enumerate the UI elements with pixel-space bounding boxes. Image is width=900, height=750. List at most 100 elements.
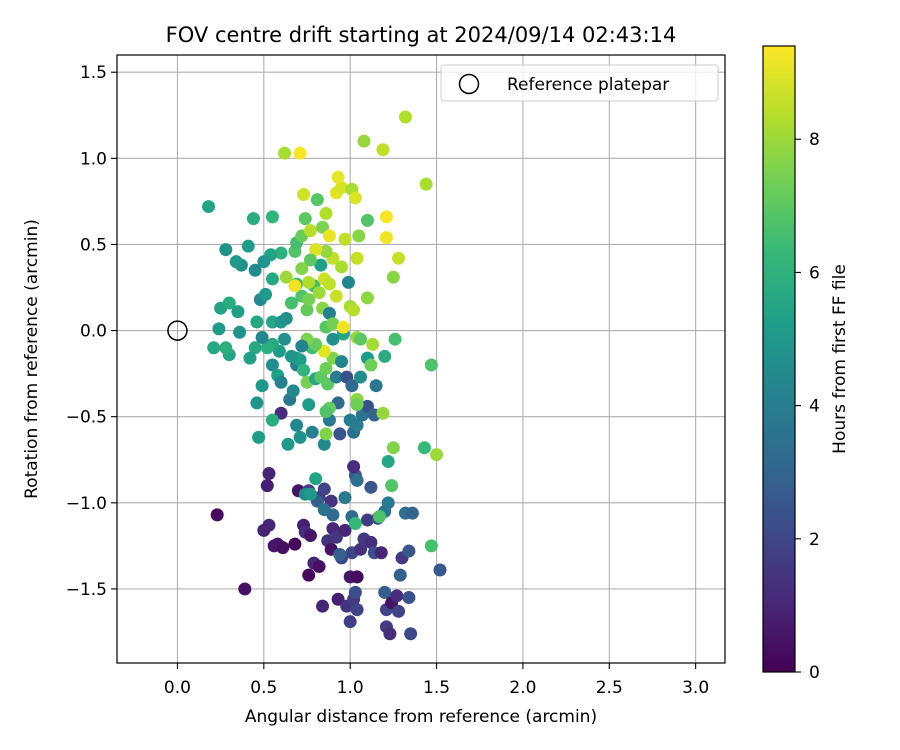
data-point <box>424 358 438 372</box>
data-point <box>310 193 324 207</box>
y-tick-label: −1.0 <box>66 494 107 514</box>
data-point <box>357 134 371 148</box>
data-point <box>305 425 319 439</box>
data-point <box>297 363 311 377</box>
data-point <box>402 591 416 605</box>
data-point <box>364 535 378 549</box>
data-point <box>336 320 350 334</box>
data-point <box>279 270 293 284</box>
data-point <box>348 516 362 530</box>
data-point <box>335 355 349 369</box>
data-point <box>219 341 233 355</box>
data-point <box>317 482 331 496</box>
data-point <box>378 349 392 363</box>
data-point <box>302 275 316 289</box>
data-point <box>262 467 276 481</box>
x-tick-label: 0.5 <box>250 678 277 698</box>
data-point <box>374 546 388 560</box>
colorbar: 0 2 4 6 8 Hours from first FF file <box>762 45 850 683</box>
data-point <box>379 210 393 224</box>
data-point <box>326 332 340 346</box>
chart-title: FOV centre drift starting at 2024/09/14 … <box>166 23 677 47</box>
data-point <box>322 306 336 320</box>
data-point <box>319 405 333 419</box>
data-point <box>316 599 330 613</box>
colorbar-tick-label: 2 <box>809 530 820 550</box>
data-point <box>288 537 302 551</box>
data-point <box>341 275 355 289</box>
data-point <box>331 170 345 184</box>
x-axis-ticks: 0.0 0.5 1.0 1.5 2.0 2.5 3.0 <box>164 663 709 698</box>
legend-label-reference: Reference platepar <box>507 75 669 95</box>
data-point <box>317 437 331 451</box>
data-point <box>348 191 362 205</box>
data-point <box>207 341 221 355</box>
data-point <box>279 312 293 326</box>
data-point <box>350 570 364 584</box>
data-point <box>250 315 264 329</box>
data-point <box>250 396 264 410</box>
colorbar-ticks: 0 2 4 6 8 <box>795 130 820 683</box>
data-point <box>219 243 233 257</box>
data-point <box>317 344 331 358</box>
data-point <box>319 206 333 220</box>
data-point <box>284 296 298 310</box>
data-point <box>274 246 288 260</box>
data-point <box>297 188 311 202</box>
data-point <box>238 582 252 596</box>
colorbar-tick-label: 0 <box>809 663 820 683</box>
data-point <box>350 603 364 617</box>
data-point <box>354 332 368 346</box>
data-point <box>288 279 302 293</box>
data-point <box>248 341 262 355</box>
data-point <box>347 303 361 317</box>
data-point <box>388 332 402 346</box>
data-point <box>386 270 400 284</box>
x-tick-label: 2.5 <box>596 678 623 698</box>
y-tick-label: −0.5 <box>66 408 107 428</box>
data-point <box>278 332 292 346</box>
data-point <box>329 289 343 303</box>
x-tick-label: 0.0 <box>164 678 191 698</box>
y-tick-label: 0.0 <box>80 322 107 342</box>
data-point <box>430 448 444 462</box>
data-point <box>246 212 260 226</box>
plot-area-frame <box>116 54 726 664</box>
data-point <box>260 479 274 493</box>
data-point <box>300 303 314 317</box>
data-point <box>386 441 400 455</box>
data-point <box>303 487 317 501</box>
data-point <box>392 251 406 265</box>
data-point <box>302 293 316 307</box>
data-point <box>278 146 292 160</box>
data-point <box>350 473 364 487</box>
data-point <box>229 255 243 269</box>
data-point <box>424 539 438 553</box>
y-tick-label: 1.5 <box>80 63 107 83</box>
grid-lines <box>117 55 725 663</box>
data-point <box>348 585 362 599</box>
data-point <box>255 330 269 344</box>
y-tick-label: 0.5 <box>80 235 107 255</box>
data-point <box>222 296 236 310</box>
data-point <box>376 406 390 420</box>
data-point <box>335 260 349 274</box>
data-point <box>402 544 416 558</box>
data-point <box>303 529 317 543</box>
data-point <box>321 377 335 391</box>
data-point <box>257 255 271 269</box>
x-tick-label: 1.0 <box>337 678 364 698</box>
data-point <box>379 231 393 245</box>
data-point <box>302 398 316 412</box>
y-tick-label: −1.5 <box>66 580 107 600</box>
data-point <box>404 627 418 641</box>
reference-marker <box>167 320 188 341</box>
data-point <box>350 398 364 412</box>
data-point <box>241 239 255 253</box>
data-point <box>322 229 336 243</box>
data-point <box>293 146 307 160</box>
x-tick-label: 3.0 <box>682 678 709 698</box>
data-point <box>360 213 374 227</box>
y-axis-ticks: 1.5 1.0 0.5 0.0 −0.5 −1.0 −1.5 <box>66 63 117 600</box>
data-point <box>290 418 304 432</box>
